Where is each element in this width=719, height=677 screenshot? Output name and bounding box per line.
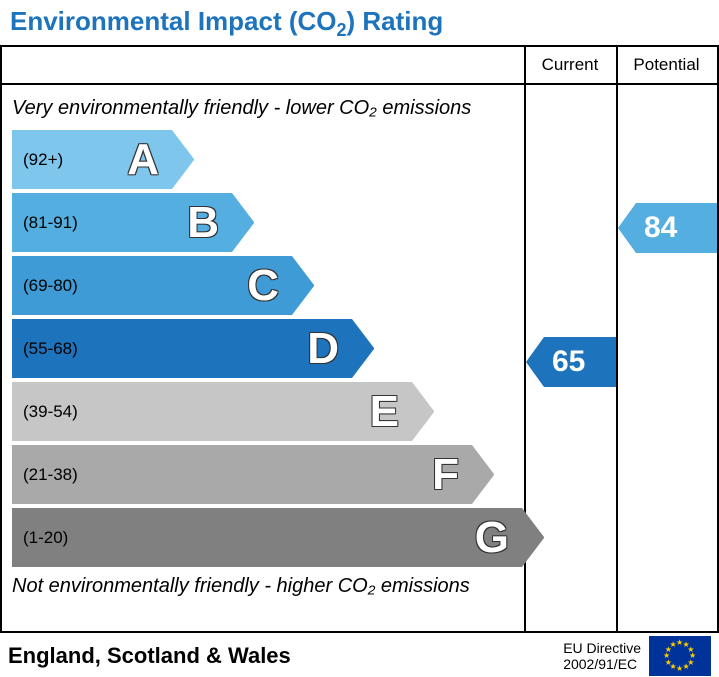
title-text: Environmental Impact (CO2) Rating (10, 6, 443, 36)
band-bar-d: (55-68) D (12, 319, 352, 378)
band-letter-a: A (127, 138, 159, 182)
band-bar-e: (39-54) E (12, 382, 412, 441)
band-letter-g: G (475, 516, 509, 560)
band-row-c: (69-80) C (12, 256, 717, 315)
chart-box: Current Potential Very environmentally f… (0, 45, 719, 633)
band-letter-f: F (432, 453, 459, 497)
band-range-f: (21-38) (23, 465, 78, 485)
band-arrow-e (412, 382, 434, 441)
title-bar: Environmental Impact (CO2) Rating (0, 0, 719, 45)
eu-star-icon: ★ (670, 641, 677, 649)
caption-bottom: Not environmentally friendly - higher CO… (2, 571, 717, 604)
band-row-g: (1-20) G (12, 508, 717, 567)
footer-row: England, Scotland & Wales EU Directive 2… (0, 633, 719, 677)
eu-star-icon: ★ (676, 665, 683, 673)
band-arrow-b (232, 193, 254, 252)
eu-star-icon: ★ (683, 663, 690, 671)
band-range-d: (55-68) (23, 339, 78, 359)
pointer-current-value: 65 (544, 337, 616, 387)
band-bar-c: (69-80) C (12, 256, 292, 315)
band-range-g: (1-20) (23, 528, 68, 548)
header-potential: Potential (616, 55, 717, 75)
band-letter-d: D (307, 327, 339, 371)
band-range-b: (81-91) (23, 213, 78, 233)
band-row-e: (39-54) E (12, 382, 717, 441)
pointer-potential-value: 84 (636, 203, 717, 253)
band-arrow-d (352, 319, 374, 378)
caption-top: Very environmentally friendly - lower CO… (2, 93, 717, 126)
band-row-f: (21-38) F (12, 445, 717, 504)
header-current: Current (524, 55, 616, 75)
band-arrow-a (172, 130, 194, 189)
band-range-a: (92+) (23, 150, 63, 170)
band-letter-e: E (370, 390, 399, 434)
footer-right: EU Directive 2002/91/EC ★★★★★★★★★★★★ (563, 636, 711, 676)
band-bar-f: (21-38) F (12, 445, 472, 504)
pointer-current-tip (526, 337, 544, 387)
pointer-current: 65 (526, 337, 616, 387)
epc-rating-card: Environmental Impact (CO2) Rating Curren… (0, 0, 719, 675)
band-letter-c: C (247, 264, 279, 308)
band-arrow-c (292, 256, 314, 315)
band-range-c: (69-80) (23, 276, 78, 296)
band-row-a: (92+) A (12, 130, 717, 189)
band-bar-a: (92+) A (12, 130, 172, 189)
eu-flag-icon: ★★★★★★★★★★★★ (649, 636, 711, 676)
band-range-e: (39-54) (23, 402, 78, 422)
band-arrow-g (522, 508, 544, 567)
band-bar-g: (1-20) G (12, 508, 522, 567)
footer-region: England, Scotland & Wales (8, 643, 291, 669)
header-row: Current Potential (2, 47, 717, 85)
directive-text: EU Directive 2002/91/EC (563, 640, 641, 672)
band-letter-b: B (187, 201, 219, 245)
pointer-potential-tip (618, 203, 636, 253)
band-bar-b: (81-91) B (12, 193, 232, 252)
band-row-b: (81-91) B (12, 193, 717, 252)
band-arrow-f (472, 445, 494, 504)
pointer-potential: 84 (618, 203, 717, 253)
